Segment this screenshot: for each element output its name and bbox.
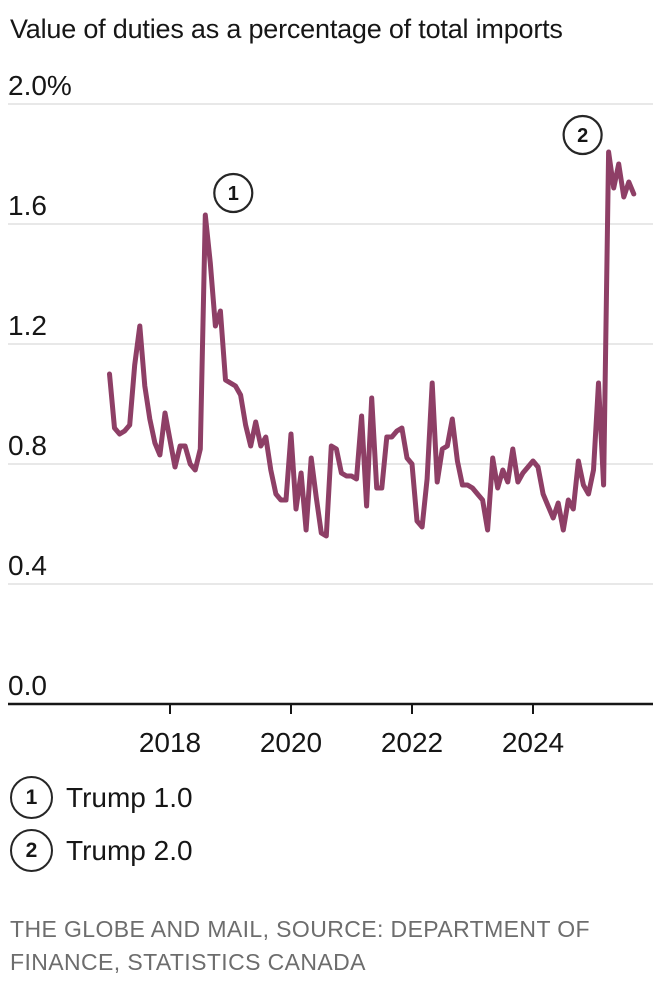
source-credit-line-1: THE GLOBE AND MAIL, SOURCE: DEPARTMENT O… (10, 916, 591, 942)
annotation-number-1: 1 (228, 183, 239, 205)
annotation-legend: 1 Trump 1.0 2 Trump 2.0 (10, 776, 193, 872)
y-tick-label: 0.0 (8, 670, 47, 701)
legend-label-trump-1: Trump 1.0 (66, 781, 193, 813)
y-tick-label: 1.6 (8, 190, 47, 221)
x-tick-label: 2024 (502, 727, 564, 758)
x-tick-label: 2020 (260, 727, 322, 758)
chart-title: Value of duties as a percentage of total… (10, 14, 563, 44)
source-credit: THE GLOBE AND MAIL, SOURCE: DEPARTMENT O… (10, 913, 645, 979)
legend-marker-2: 2 (10, 829, 53, 872)
legend-marker-1: 1 (10, 776, 53, 819)
x-tick-label: 2018 (139, 727, 201, 758)
y-tick-label: 0.8 (8, 430, 47, 461)
y-tick-label: 2.0% (8, 70, 72, 101)
annotation-number-2: 2 (577, 125, 588, 147)
annotation-circle-2 (562, 114, 603, 156)
annotation-circle-1 (213, 172, 254, 214)
legend-item-trump-1: 1 Trump 1.0 (10, 776, 193, 819)
duties-line-series (107, 149, 637, 539)
source-credit-line-2: FINANCE, STATISTICS CANADA (10, 949, 366, 975)
y-tick-label: 1.2 (8, 310, 47, 341)
y-tick-label: 0.4 (8, 550, 47, 581)
x-tick-label: 2022 (381, 727, 443, 758)
legend-label-trump-2: Trump 2.0 (66, 834, 193, 866)
legend-item-trump-2: 2 Trump 2.0 (10, 829, 193, 872)
